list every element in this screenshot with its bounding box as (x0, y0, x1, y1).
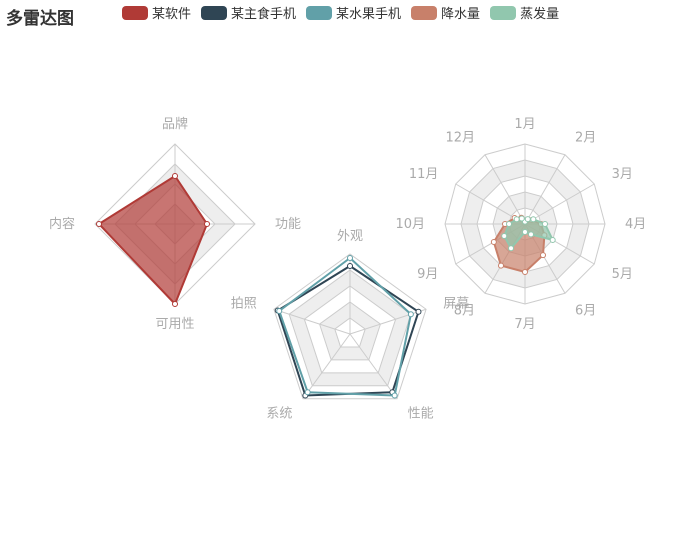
radar-axis-line (484, 154, 526, 225)
series-point (508, 245, 514, 252)
indicator-label: 系统 (266, 406, 292, 421)
legend-item-evaporation[interactable]: 蒸发量 (490, 3, 559, 22)
legend-item-phone-a[interactable]: 某主食手机 (201, 3, 296, 22)
series-area (278, 256, 412, 397)
series-point (96, 221, 102, 227)
indicator-label: 屏幕 (443, 297, 469, 312)
indicator-label: 6月 (575, 304, 596, 319)
radar-axis-line (524, 154, 566, 225)
radar-3: 1月 12月 11月 10月 9月 8月 7月 6月 5月 4月 3月 2月 (395, 117, 646, 332)
legend-label: 某水果手机 (336, 7, 402, 22)
legend-swatch (122, 5, 148, 20)
legend-swatch (306, 5, 333, 20)
radar-axis-line (349, 333, 398, 400)
series-point (528, 231, 534, 238)
indicator-label: 7月 (514, 317, 535, 332)
series-point (415, 308, 422, 315)
series-point (204, 221, 210, 227)
indicator-label: 12月 (445, 130, 475, 145)
series-point (524, 216, 531, 223)
legend-label: 蒸发量 (520, 7, 560, 22)
radar-axis-line (524, 183, 595, 225)
chart-title: 多雷达图 (6, 9, 74, 29)
series-point (391, 392, 398, 399)
series-point (549, 237, 556, 243)
legend-swatch (201, 5, 228, 20)
series-point (501, 233, 508, 239)
series-point (540, 252, 546, 259)
legend-label: 某软件 (152, 7, 192, 22)
indicator-label: 2月 (575, 130, 596, 145)
indicator-label: 外观 (337, 229, 363, 244)
legend-item-precipitation[interactable]: 降水量 (411, 3, 480, 22)
indicator-label: 10月 (395, 217, 425, 232)
series-point (522, 269, 528, 275)
legend-swatch (411, 5, 438, 20)
series-point (522, 229, 528, 235)
series-point (407, 311, 414, 318)
series-point (172, 173, 178, 179)
legend-label: 降水量 (441, 7, 481, 22)
indicator-label: 内容 (49, 216, 75, 232)
legend-label: 某主食手机 (231, 7, 297, 22)
series-point (172, 301, 178, 307)
series-point (513, 216, 520, 223)
indicator-label: 8月 (454, 304, 475, 319)
radar-axis-line (302, 333, 351, 400)
series-point (347, 255, 353, 261)
series-point (506, 221, 512, 227)
legend-item-software[interactable]: 某软件 (122, 3, 191, 22)
indicator-label: 9月 (417, 267, 438, 282)
series-point (518, 215, 525, 222)
legend: 某软件 某主食手机 某水果手机 降水量 蒸发量 (122, 3, 559, 22)
indicator-label: 拍照 (231, 297, 257, 312)
indicator-label: 1月 (514, 117, 535, 132)
indicator-label: 可用性 (155, 317, 194, 332)
indicator-label: 5月 (612, 267, 633, 282)
series-point (530, 216, 537, 223)
series-point (304, 389, 311, 396)
indicator-label: 3月 (612, 167, 633, 182)
indicator-label: 功能 (275, 217, 301, 232)
indicator-label: 11月 (409, 167, 439, 182)
series-point (490, 239, 497, 245)
series-point (347, 263, 353, 269)
series-point (542, 221, 548, 227)
indicator-label: 4月 (625, 217, 646, 232)
radar-axis-line (273, 308, 351, 335)
series-point (498, 262, 504, 269)
legend-swatch (490, 5, 517, 20)
legend-item-phone-b[interactable]: 某水果手机 (306, 3, 401, 22)
indicator-label: 性能 (408, 406, 434, 421)
indicator-label: 品牌 (162, 116, 188, 132)
series-point (276, 308, 283, 315)
